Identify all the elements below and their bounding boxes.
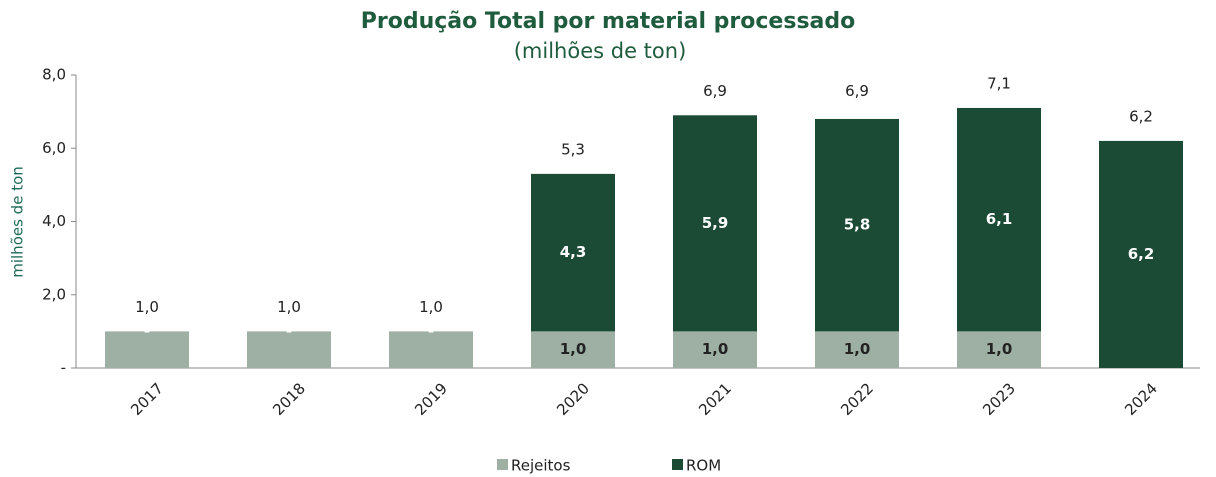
y-tick-label: - xyxy=(61,359,66,377)
x-tick-label: 2018 xyxy=(269,379,309,419)
chart-subtitle: (milhões de ton) xyxy=(514,39,687,63)
y-tick-label: 4,0 xyxy=(42,212,66,230)
total-label: 1,0 xyxy=(135,298,159,316)
x-tick-label: 2017 xyxy=(127,379,167,419)
legend-swatch xyxy=(497,459,508,470)
value-label: 1,0 xyxy=(844,340,871,358)
value-label: 1,0 xyxy=(702,340,729,358)
value-label: 6,1 xyxy=(986,210,1013,228)
value-label: - xyxy=(144,322,150,340)
y-tick-label: 8,0 xyxy=(42,66,66,84)
bar-segment xyxy=(389,331,473,368)
bar-segment xyxy=(815,331,899,368)
value-label: 1,0 xyxy=(560,340,587,358)
bar-segment xyxy=(105,331,189,368)
value-label: 4,3 xyxy=(560,243,587,261)
x-tick-label: 2020 xyxy=(553,379,593,419)
x-tick-label: 2024 xyxy=(1121,379,1161,419)
bar-segment xyxy=(957,331,1041,368)
value-label: - xyxy=(428,322,434,340)
y-tick-label: 6,0 xyxy=(42,139,66,157)
x-tick-label: 2019 xyxy=(411,379,451,419)
total-label: 6,2 xyxy=(1129,107,1153,125)
x-tick-label: 2022 xyxy=(837,379,877,419)
legend-label: ROM xyxy=(686,457,721,475)
total-label: 1,0 xyxy=(419,298,443,316)
bar-segment xyxy=(531,173,615,332)
value-label: 1,0 xyxy=(986,340,1013,358)
value-label: 6,2 xyxy=(1128,245,1155,263)
chart-title: Produção Total por material processado xyxy=(361,9,856,34)
y-tick-label: 2,0 xyxy=(42,285,66,303)
legend-swatch xyxy=(672,459,683,470)
bar-segment xyxy=(815,118,899,332)
bar-segment xyxy=(531,331,615,368)
x-tick-label: 2023 xyxy=(979,379,1019,419)
value-label: 5,9 xyxy=(702,214,729,232)
total-label: 5,3 xyxy=(561,140,585,158)
value-label: 5,8 xyxy=(844,216,871,234)
y-axis-label: milhões de ton xyxy=(9,166,27,278)
x-tick-label: 2021 xyxy=(695,379,735,419)
total-label: 6,9 xyxy=(703,82,727,100)
value-label: - xyxy=(286,322,292,340)
bar-segment xyxy=(957,107,1041,332)
bar-segment xyxy=(673,115,757,332)
legend-label: Rejeitos xyxy=(511,457,571,475)
total-label: 7,1 xyxy=(987,74,1011,92)
total-label: 6,9 xyxy=(845,82,869,100)
bar-segment xyxy=(1099,140,1183,368)
total-label: 1,0 xyxy=(277,298,301,316)
bar-segment xyxy=(673,331,757,368)
bar-segment xyxy=(247,331,331,368)
